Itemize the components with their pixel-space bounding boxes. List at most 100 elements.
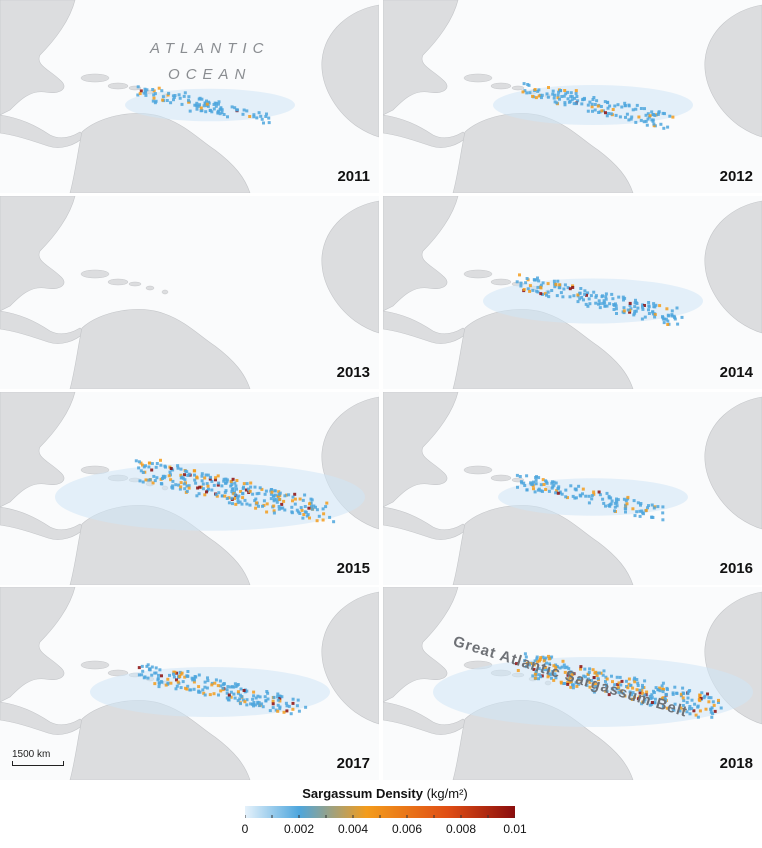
legend-tick: 0.01 xyxy=(503,822,527,836)
sargassum-cell xyxy=(577,682,581,686)
sargassum-cell xyxy=(628,301,632,305)
sargassum-cell xyxy=(273,493,277,497)
sargassum-cell xyxy=(540,293,544,296)
sargassum-cell xyxy=(245,698,249,702)
sargassum-cell xyxy=(643,107,646,111)
sargassum-cell xyxy=(610,687,614,691)
sargassum-cell xyxy=(610,292,614,296)
sargassum-cell xyxy=(654,686,658,690)
sargassum-cell xyxy=(262,121,265,125)
sargassum-cell xyxy=(201,482,205,486)
sargassum-cell xyxy=(194,481,198,485)
sargassum-cell xyxy=(271,702,275,706)
sargassum-cell xyxy=(570,95,574,99)
sargassum-cell xyxy=(522,288,526,291)
sargassum-cell xyxy=(602,669,606,673)
sargassum-cell xyxy=(650,701,654,704)
sargassum-cell xyxy=(144,93,148,97)
sargassum-cell xyxy=(628,308,632,312)
sargassum-cell xyxy=(614,499,618,503)
sargassum-cell xyxy=(692,709,696,713)
caribbean-island xyxy=(490,474,512,482)
sargassum-cell xyxy=(168,470,172,474)
sargassum-cell xyxy=(656,505,660,509)
sargassum-cell xyxy=(533,659,537,663)
sargassum-cell xyxy=(547,672,551,676)
sargassum-cell xyxy=(254,703,258,707)
sargassum-cell xyxy=(698,709,702,713)
sargassum-cell xyxy=(259,114,263,118)
sargassum-cell xyxy=(576,300,580,304)
sargassum-cell xyxy=(203,476,207,480)
sargassum-cell xyxy=(637,695,641,699)
sargassum-cell xyxy=(606,106,610,110)
sargassum-cell xyxy=(615,504,619,508)
sargassum-cell xyxy=(185,489,189,493)
sargassum-cell xyxy=(694,713,698,717)
sargassum-cell xyxy=(641,305,644,309)
sargassum-cell xyxy=(255,116,259,120)
sargassum-cell xyxy=(236,699,240,703)
sargassum-cell xyxy=(139,469,143,473)
sargassum-cell xyxy=(579,667,582,671)
sargassum-cell xyxy=(559,680,563,684)
sargassum-cell xyxy=(150,462,154,466)
sargassum-cell xyxy=(214,104,218,108)
sargassum-cell xyxy=(186,670,190,673)
sargassum-cell xyxy=(256,694,260,698)
sargassum-cell xyxy=(141,669,145,673)
sargassum-cell xyxy=(241,491,245,495)
sargassum-cell xyxy=(276,695,280,699)
north-america-landmass xyxy=(383,0,459,116)
sargassum-cell xyxy=(650,503,654,507)
sargassum-cell xyxy=(144,91,148,95)
caribbean-island xyxy=(128,281,142,287)
sargassum-cell xyxy=(597,490,601,494)
sargassum-cell xyxy=(277,505,281,508)
caribbean-island xyxy=(161,289,169,295)
legend-tick: 0.008 xyxy=(445,822,477,836)
sargassum-cell xyxy=(613,505,617,509)
sargassum-cell xyxy=(567,100,571,104)
sargassum-cell xyxy=(192,687,196,691)
sargassum-cell xyxy=(621,691,625,695)
sargassum-cell xyxy=(599,671,603,675)
sargassum-cell xyxy=(643,315,647,319)
sargassum-cell xyxy=(652,302,656,306)
sargassum-cell xyxy=(164,683,168,687)
sargassum-cell xyxy=(707,696,711,700)
caribbean-island xyxy=(145,285,155,291)
sargassum-cell xyxy=(208,477,212,481)
sargassum-cell xyxy=(157,681,161,685)
sargassum-cell xyxy=(144,478,148,482)
sargassum-cell xyxy=(278,699,282,703)
sargassum-cell xyxy=(565,665,569,669)
sargassum-cell xyxy=(635,688,639,692)
sargassum-cell xyxy=(291,495,295,499)
sargassum-cell xyxy=(165,99,169,102)
sargassum-cell xyxy=(656,113,660,116)
sargassum-cell xyxy=(216,474,220,478)
sargassum-cell xyxy=(631,108,635,112)
sargassum-cell xyxy=(518,273,521,277)
sargassum-cell xyxy=(169,478,173,482)
sargassum-cell xyxy=(277,490,281,494)
sargassum-cell xyxy=(172,675,176,679)
sargassum-cell xyxy=(574,92,578,95)
sargassum-cell xyxy=(203,493,207,497)
sargassum-cell xyxy=(537,94,541,98)
sargassum-cell xyxy=(591,109,594,113)
sargassum-cell xyxy=(547,673,551,677)
map-svg xyxy=(383,587,762,780)
sargassum-cell xyxy=(598,302,602,306)
sargassum-cell xyxy=(597,671,601,675)
sargassum-cell xyxy=(681,686,685,690)
sargassum-cell xyxy=(244,488,248,492)
sargassum-cell xyxy=(567,667,571,671)
sargassum-cell xyxy=(547,295,551,299)
sargassum-cell xyxy=(553,93,557,97)
sargassum-cell xyxy=(226,685,230,689)
sargassum-cell xyxy=(197,685,201,689)
sargassum-cell xyxy=(693,702,697,706)
sargassum-cell xyxy=(667,314,671,318)
